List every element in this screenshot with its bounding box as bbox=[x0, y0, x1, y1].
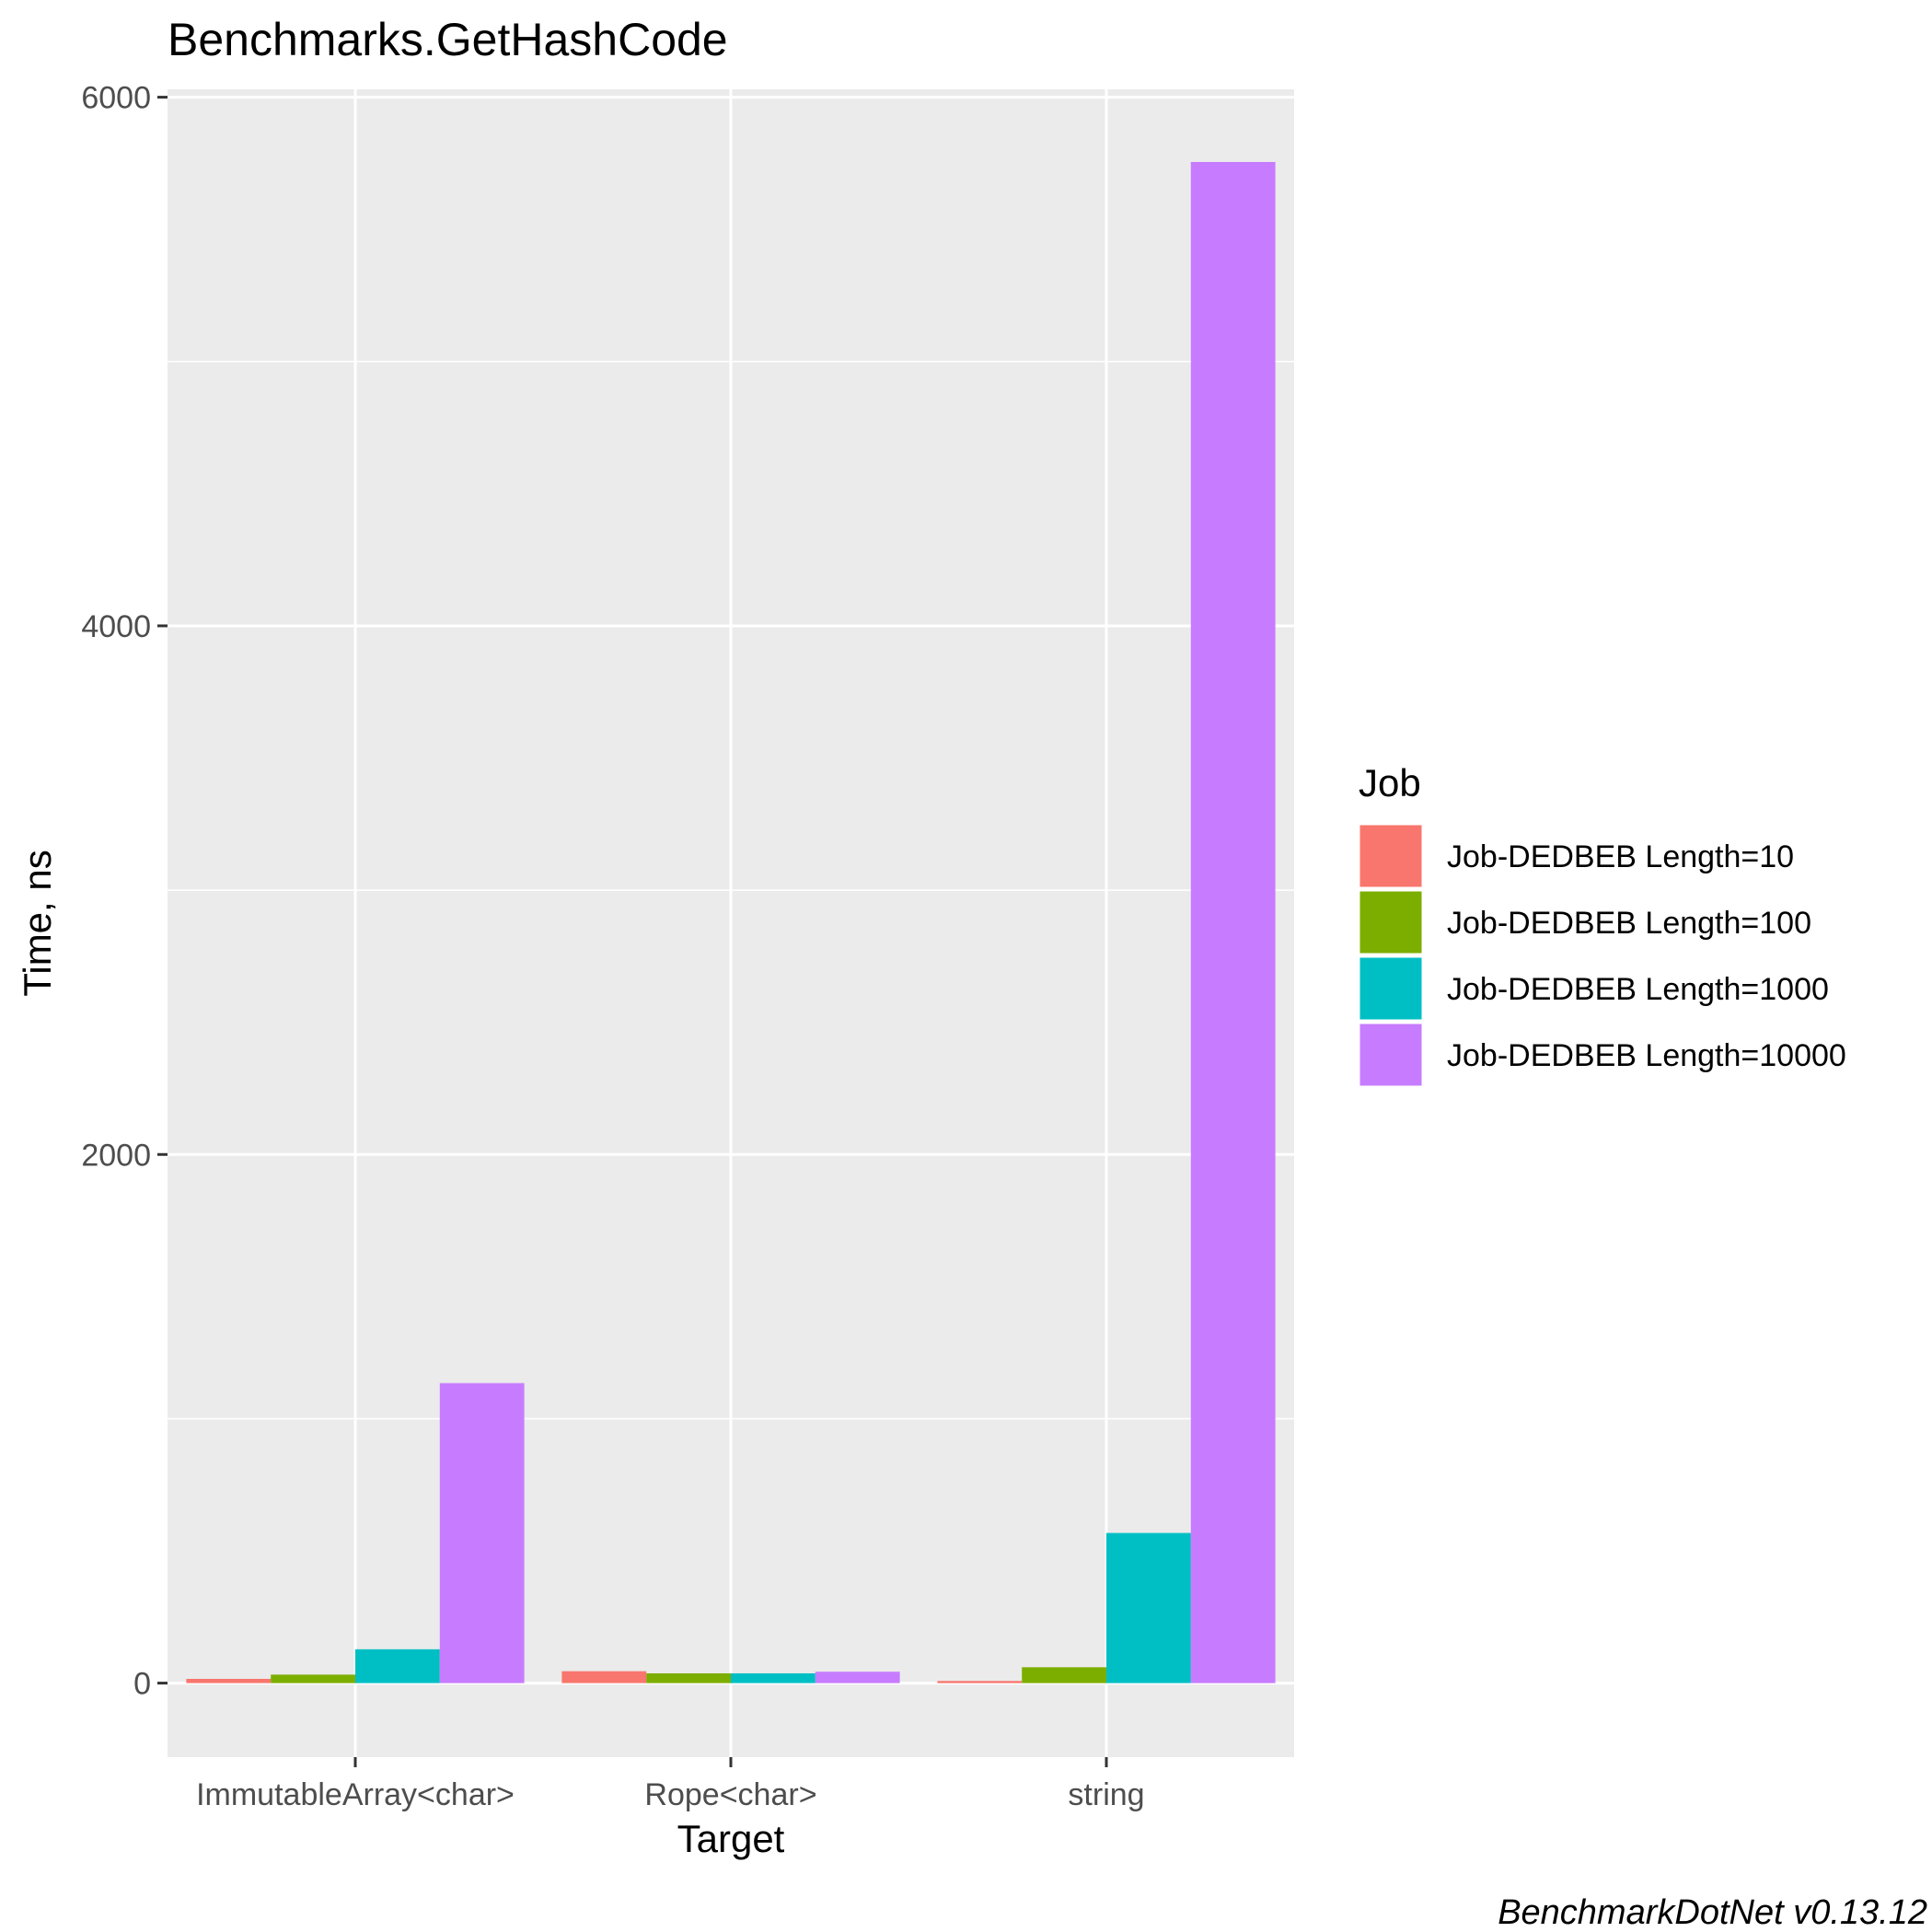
bar bbox=[1106, 1533, 1191, 1683]
legend-label: Job-DEDBEB Length=10000 bbox=[1447, 1038, 1846, 1073]
legend-key bbox=[1357, 888, 1425, 956]
bar bbox=[439, 1382, 525, 1683]
bar bbox=[355, 1649, 440, 1683]
bar bbox=[1190, 161, 1276, 1683]
bar bbox=[1022, 1667, 1106, 1683]
y-tick-label: 0 bbox=[133, 1667, 151, 1702]
bar bbox=[815, 1672, 900, 1683]
x-tick-label: ImmutableArray<char> bbox=[196, 1777, 515, 1812]
x-tick-label: Rope<char> bbox=[644, 1777, 816, 1812]
chart-title: Benchmarks.GetHashCode bbox=[168, 14, 728, 65]
bar bbox=[186, 1678, 272, 1683]
y-tick-label: 2000 bbox=[81, 1138, 151, 1173]
legend: Job Job-DEDBEB Length=10 Job-DEDBEB Lengt… bbox=[1357, 761, 1846, 1089]
y-tick-label: 6000 bbox=[81, 81, 151, 116]
y-axis-title: Time, ns bbox=[16, 850, 59, 996]
y-axis: 0 2000 4000 6000 bbox=[81, 81, 168, 1702]
legend-key bbox=[1357, 822, 1425, 890]
legend-label: Job-DEDBEB Length=100 bbox=[1447, 906, 1811, 941]
bar bbox=[731, 1672, 816, 1683]
y-tick-label: 4000 bbox=[81, 609, 151, 644]
bars bbox=[186, 161, 1276, 1683]
legend-title: Job bbox=[1359, 761, 1421, 804]
bar bbox=[646, 1672, 731, 1683]
x-axis: ImmutableArray<char> Rope<char> string bbox=[196, 1757, 1145, 1812]
x-tick-label: string bbox=[1068, 1777, 1144, 1812]
legend-key bbox=[1357, 954, 1425, 1023]
bar bbox=[937, 1681, 1023, 1683]
legend-label: Job-DEDBEB Length=1000 bbox=[1447, 972, 1829, 1007]
bar bbox=[561, 1671, 647, 1683]
caption: BenchmarkDotNet v0.13.12 bbox=[1498, 1893, 1927, 1932]
x-axis-title: Target bbox=[677, 1817, 785, 1860]
legend-key bbox=[1357, 1021, 1425, 1089]
bar bbox=[271, 1674, 355, 1683]
legend-label: Job-DEDBEB Length=10 bbox=[1447, 839, 1794, 874]
